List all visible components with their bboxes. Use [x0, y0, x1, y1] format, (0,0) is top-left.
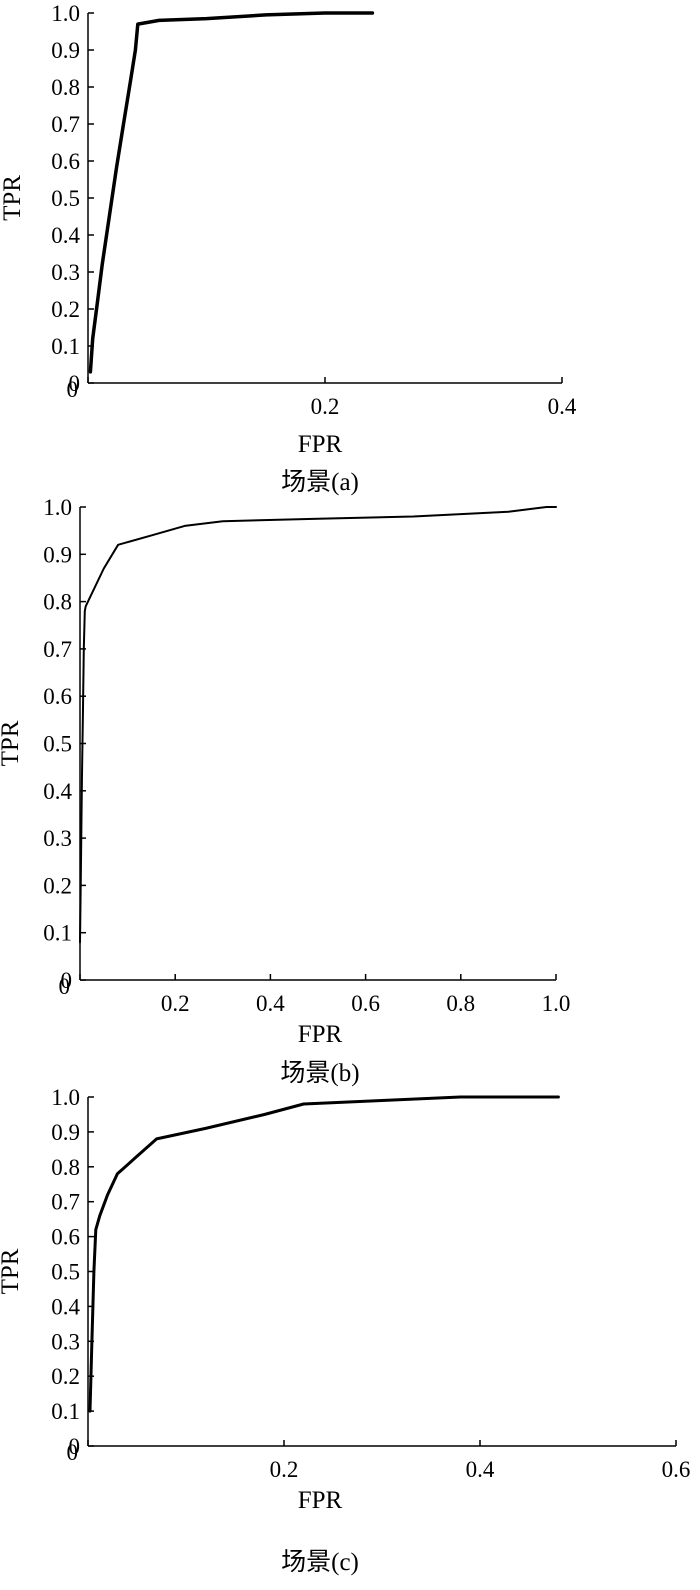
roc-curve	[88, 1095, 560, 1413]
y-tick-label: 0.2	[51, 297, 80, 322]
x-axis-title: FPR	[298, 1021, 343, 1048]
x-tick-label: 0	[67, 377, 79, 402]
y-tick-label: 0.5	[51, 186, 80, 211]
x-tick-label: 0.2	[270, 1457, 299, 1482]
y-tick-label: 0.7	[51, 112, 80, 137]
panel-caption: 场景(b)	[280, 1060, 359, 1087]
y-axis-title: TPR	[0, 175, 26, 221]
roc-panel-c: 0 0.1 0.2 0.3 0.4 0.5 0.6 0.7 0.8 0.9 1.0 0 0.2 0.4 0.…	[0, 1085, 690, 1576]
y-axis-title: TPR	[0, 720, 24, 766]
y-tick-label: 0.9	[51, 1120, 80, 1145]
y-tick-label: 0	[69, 1434, 81, 1459]
panel-caption: 场景(c)	[281, 1549, 359, 1576]
roc-panel-b: 0 0.1 0.2 0.3 0.4 0.5 0.6 0.7 0.8 0.9 1.0 0 0.2 0.4 0.…	[0, 495, 570, 1087]
y-tick-label: 1.0	[43, 495, 72, 520]
x-tick-label: 0.4	[466, 1457, 495, 1482]
y-tick-label: 0.4	[43, 779, 72, 804]
x-tick-label: 1.0	[542, 991, 571, 1016]
roc-curve	[88, 11, 375, 374]
x-tick-label: 0.4	[548, 394, 577, 419]
y-tick-label: 0.9	[43, 542, 72, 567]
x-axis-title: FPR	[298, 1487, 343, 1514]
y-tick-label: 0.1	[51, 334, 80, 359]
y-tick-label: 0.6	[43, 684, 72, 709]
panel-caption: 场景(a)	[281, 469, 359, 496]
y-tick-label: 1.0	[51, 1085, 80, 1110]
y-tick-label: 0.7	[43, 637, 72, 662]
y-tick-label: 0.8	[43, 590, 72, 615]
y-tick-label: 0.8	[51, 1155, 80, 1180]
y-tick-label: 0.3	[51, 1329, 80, 1354]
x-tick-label: 0.6	[351, 991, 380, 1016]
y-tick-label: 0.1	[43, 921, 72, 946]
roc-curve	[79, 506, 557, 944]
y-tick-label: 0	[69, 371, 81, 396]
y-tick-label: 0.2	[43, 873, 72, 898]
y-axis-title: TPR	[0, 1248, 24, 1294]
y-tick-label: 0.4	[51, 1294, 80, 1319]
y-tick-label: 0.8	[51, 75, 80, 100]
y-tick-label: 0	[61, 968, 73, 993]
y-tick-label: 0.3	[43, 826, 72, 851]
y-tick-label: 0.9	[51, 38, 80, 63]
x-tick-label: 0.2	[311, 394, 340, 419]
x-tick-label: 0	[67, 1440, 79, 1465]
y-tick-label: 0.4	[51, 223, 80, 248]
y-tick-label: 1.0	[51, 1, 80, 26]
x-axis-title: FPR	[298, 431, 343, 458]
x-tick-label: 0	[59, 974, 71, 999]
y-tick-label: 0.5	[51, 1260, 80, 1285]
y-tick-label: 0.1	[51, 1399, 80, 1424]
x-tick-label: 0.4	[256, 991, 285, 1016]
x-tick-label: 0.6	[662, 1457, 691, 1482]
roc-panel-a: 0 0.1 0.2 0.3 0.4 0.5 0.6 0.7 0.8 0.9 1.0 0 0.2 0.4 FP…	[0, 1, 577, 496]
x-tick-label: 0.8	[446, 991, 475, 1016]
y-tick-label: 0.5	[43, 732, 72, 757]
y-tick-label: 0.6	[51, 1225, 80, 1250]
y-tick-label: 0.3	[51, 260, 80, 285]
y-tick-label: 0.2	[51, 1364, 80, 1389]
x-tick-label: 0.2	[161, 991, 190, 1016]
y-tick-label: 0.7	[51, 1190, 80, 1215]
y-tick-label: 0.6	[51, 149, 80, 174]
